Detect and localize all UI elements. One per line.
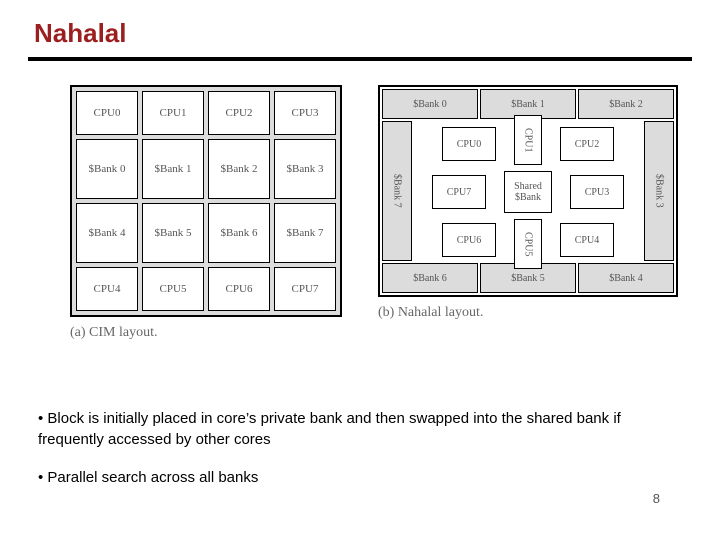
nahalal-caption: (b) Nahalal layout. [378, 305, 678, 321]
cim-cell: CPU6 [208, 267, 270, 311]
page-number: 8 [653, 491, 660, 506]
cim-cell: $Bank 5 [142, 203, 204, 263]
cpu-bot-2: CPU4 [560, 223, 614, 257]
diagrams-row: CPU0 CPU1 CPU2 CPU3 $Bank 0 $Bank 1 $Ban… [56, 85, 692, 341]
bullet-list: • Block is initially placed in core’s pr… [38, 409, 682, 506]
bank-top-0: $Bank 0 [382, 89, 478, 119]
bank-left: $Bank 7 [382, 121, 412, 261]
cim-frame: CPU0 CPU1 CPU2 CPU3 $Bank 0 $Bank 1 $Ban… [70, 85, 342, 317]
slide-title: Nahalal [34, 18, 692, 49]
cim-layout: CPU0 CPU1 CPU2 CPU3 $Bank 0 $Bank 1 $Ban… [70, 85, 342, 341]
cim-cell: $Bank 1 [142, 139, 204, 199]
cim-cell: CPU1 [142, 91, 204, 135]
cim-cell: $Bank 2 [208, 139, 270, 199]
nahalal-layout: $Bank 0 $Bank 1 $Bank 2 $Bank 6 $Bank 5 … [378, 85, 678, 341]
cim-cell: $Bank 4 [76, 203, 138, 263]
bullet-item: • Block is initially placed in core’s pr… [38, 409, 682, 450]
cpu-top-0: CPU0 [442, 127, 496, 161]
title-rule [28, 57, 692, 61]
cpu-top-2: CPU2 [560, 127, 614, 161]
cim-cell: $Bank 6 [208, 203, 270, 263]
cim-cell: $Bank 0 [76, 139, 138, 199]
cpu-right: CPU3 [570, 175, 624, 209]
cim-cell: CPU0 [76, 91, 138, 135]
cim-cell: $Bank 3 [274, 139, 336, 199]
bullet-text: Block is initially placed in core’s priv… [38, 410, 621, 447]
cim-cell: CPU7 [274, 267, 336, 311]
cim-cell: CPU2 [208, 91, 270, 135]
bank-right: $Bank 3 [644, 121, 674, 261]
cim-cell: $Bank 7 [274, 203, 336, 263]
cpu-bot-0: CPU6 [442, 223, 496, 257]
bullet-text: Parallel search across all banks [47, 469, 258, 486]
cim-cell: CPU4 [76, 267, 138, 311]
cim-cell: CPU3 [274, 91, 336, 135]
bank-bot-2: $Bank 4 [578, 263, 674, 293]
cim-cell: CPU5 [142, 267, 204, 311]
bank-bot-0: $Bank 6 [382, 263, 478, 293]
cpu-left: CPU7 [432, 175, 486, 209]
shared-bank: Shared $Bank [504, 171, 552, 213]
nahalal-frame: $Bank 0 $Bank 1 $Bank 2 $Bank 6 $Bank 5 … [378, 85, 678, 297]
cpu-bot-1: CPU5 [514, 219, 542, 269]
bank-top-2: $Bank 2 [578, 89, 674, 119]
bullet-item: • Parallel search across all banks [38, 468, 682, 488]
cpu-top-1: CPU1 [514, 115, 542, 165]
cim-caption: (a) CIM layout. [70, 325, 342, 341]
